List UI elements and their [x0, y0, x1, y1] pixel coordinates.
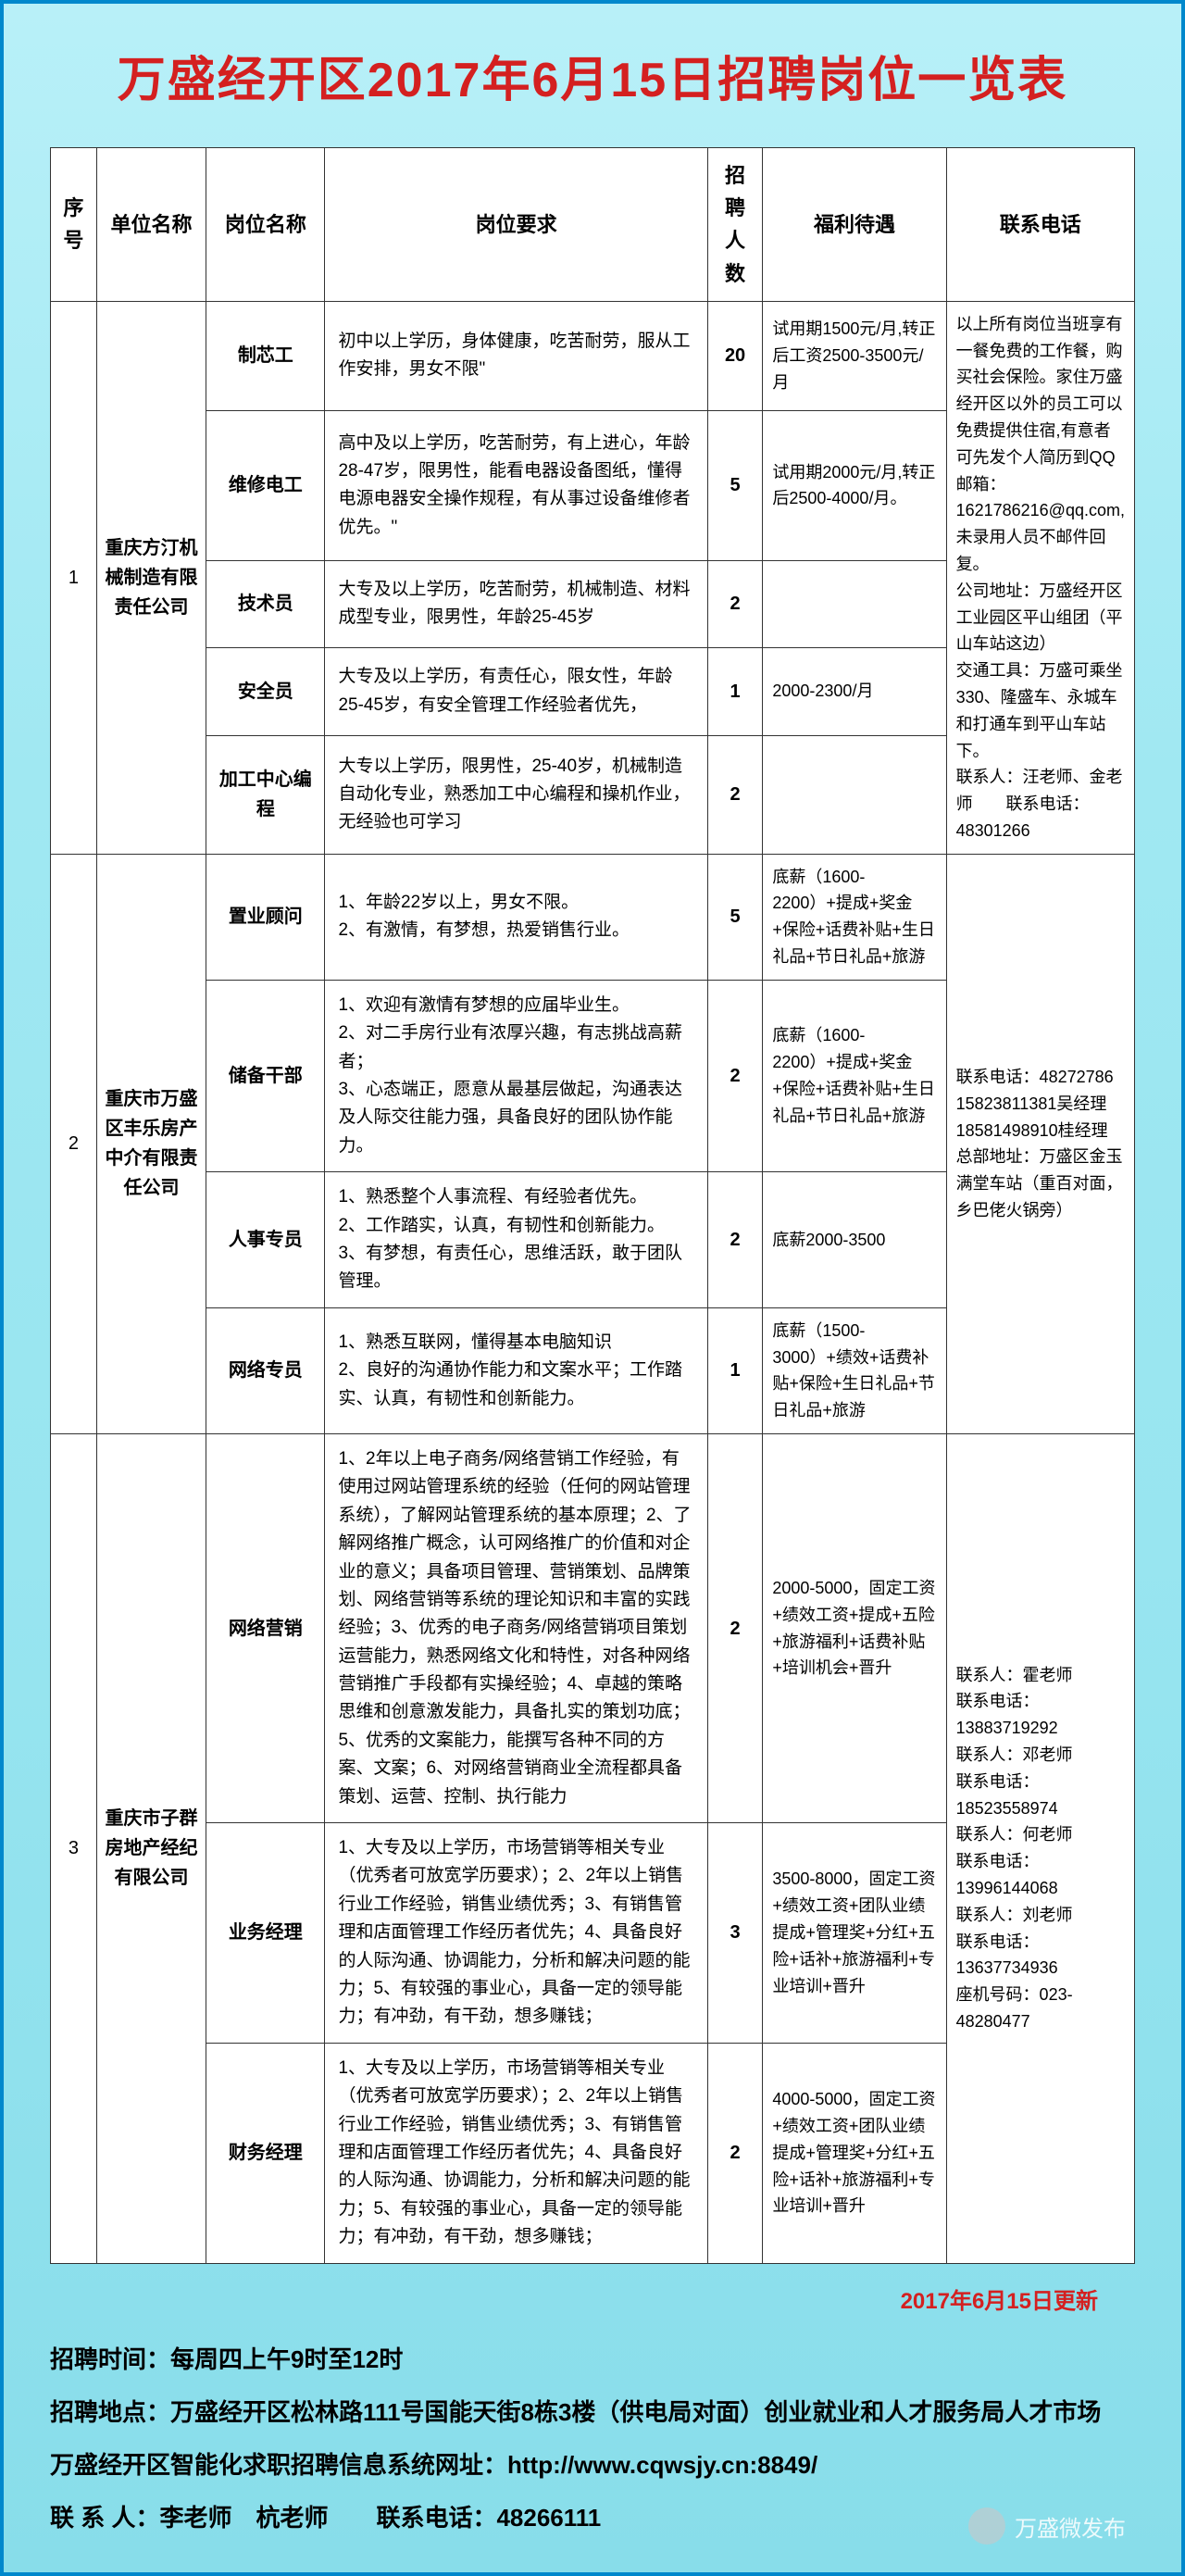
cell-seq: 1: [51, 301, 97, 854]
footer-time: 招聘时间：每周四上午9时至12时: [50, 2333, 1135, 2386]
th-seq: 序号: [51, 148, 97, 302]
cell-count: 5: [707, 411, 763, 561]
cell-count: 2: [707, 560, 763, 648]
cell-requirement: 1、年龄22岁以上，男女不限。 2、有激情，有梦想，热爱销售行业。: [325, 854, 707, 980]
update-note: 2017年6月15日更新: [50, 2282, 1098, 2315]
cell-position: 加工中心编程: [206, 735, 325, 854]
cell-count: 2: [707, 735, 763, 854]
cell-benefit: 试用期1500元/月,转正后工资2500-3500元/月: [763, 301, 946, 410]
cell-position: 技术员: [206, 560, 325, 648]
th-count: 招聘人数: [707, 148, 763, 302]
cell-benefit: 底薪（1600-2200）+提成+奖金+保险+话费补贴+生日礼品+节日礼品+旅游: [763, 980, 946, 1171]
cell-requirement: 1、大专及以上学历，市场营销等相关专业（优秀者可放宽学历要求）；2、2年以上销售…: [325, 2043, 707, 2263]
cell-position: 人事专员: [206, 1172, 325, 1308]
cell-position: 网络专员: [206, 1307, 325, 1433]
cell-benefit: 3500-8000，固定工资+绩效工资+团队业绩提成+管理奖+分红+五险+话补+…: [763, 1823, 946, 2044]
cell-benefit: 底薪2000-3500: [763, 1172, 946, 1308]
th-position: 岗位名称: [206, 148, 325, 302]
th-requirement: 岗位要求: [325, 148, 707, 302]
cell-benefit: 4000-5000，固定工资+绩效工资+团队业绩提成+管理奖+分红+五险+话补+…: [763, 2043, 946, 2263]
cell-contact: 以上所有岗位当班享有一餐免费的工作餐，购买社会保险。家住万盛经开区以外的员工可以…: [946, 301, 1134, 854]
cell-requirement: 大专及以上学历，有责任心，限女性，年龄25-45岁，有安全管理工作经验者优先，: [325, 648, 707, 736]
cell-position: 业务经理: [206, 1823, 325, 2044]
cell-requirement: 1、2年以上电子商务/网络营销工作经验，有使用过网站管理系统的经验（任何的网站管…: [325, 1433, 707, 1822]
cell-requirement: 大专以上学历，限男性，25-40岁，机械制造自动化专业，熟悉加工中心编程和操机作…: [325, 735, 707, 854]
cell-requirement: 1、大专及以上学历，市场营销等相关专业（优秀者可放宽学历要求）；2、2年以上销售…: [325, 1823, 707, 2044]
cell-position: 维修电工: [206, 411, 325, 561]
footer-url: 万盛经开区智能化求职招聘信息系统网址：http://www.cqwsjy.cn:…: [50, 2439, 1135, 2492]
cell-benefit: 2000-5000，固定工资+绩效工资+提成+五险+旅游福利+话费补贴+培训机会…: [763, 1433, 946, 1822]
table-row: 1重庆方汀机械制造有限责任公司制芯工初中以上学历，身体健康，吃苦耐劳，服从工作安…: [51, 301, 1135, 410]
cell-requirement: 大专及以上学历，吃苦耐劳，机械制造、材料成型专业，限男性，年龄25-45岁: [325, 560, 707, 648]
cell-company: 重庆市万盛区丰乐房产中介有限责任公司: [96, 854, 206, 1433]
watermark-text: 万盛微发布: [1015, 2510, 1126, 2543]
table-header-row: 序号 单位名称 岗位名称 岗位要求 招聘人数 福利待遇 联系电话: [51, 148, 1135, 302]
cell-count: 2: [707, 2043, 763, 2263]
cell-contact: 联系电话：48272786 15823811381吴经理 18581498910…: [946, 854, 1134, 1433]
poster-container: 万盛经开区2017年6月15日招聘岗位一览表 序号 单位名称 岗位名称 岗位要求…: [0, 0, 1185, 2576]
cell-position: 储备干部: [206, 980, 325, 1171]
cell-count: 20: [707, 301, 763, 410]
cell-benefit: 底薪（1600-2200）+提成+奖金+保险+话费补贴+生日礼品+节日礼品+旅游: [763, 854, 946, 980]
cell-count: 2: [707, 980, 763, 1171]
cell-benefit: [763, 735, 946, 854]
watermark: 万盛微发布: [968, 2507, 1126, 2545]
cell-benefit: [763, 560, 946, 648]
cell-position: 财务经理: [206, 2043, 325, 2263]
cell-count: 2: [707, 1433, 763, 1822]
cell-count: 1: [707, 1307, 763, 1433]
cell-company: 重庆市子群房地产经纪有限公司: [96, 1433, 206, 2263]
cell-company: 重庆方汀机械制造有限责任公司: [96, 301, 206, 854]
cell-position: 置业顾问: [206, 854, 325, 980]
page-title: 万盛经开区2017年6月15日招聘岗位一览表: [50, 41, 1135, 110]
th-benefit: 福利待遇: [763, 148, 946, 302]
cell-count: 2: [707, 1172, 763, 1308]
cell-requirement: 初中以上学历，身体健康，吃苦耐劳，服从工作安排，男女不限": [325, 301, 707, 410]
footer-place: 招聘地点：万盛经开区松林路111号国能天街8栋3楼（供电局对面）创业就业和人才服…: [50, 2386, 1135, 2439]
cell-benefit: 2000-2300/月: [763, 648, 946, 736]
cell-position: 安全员: [206, 648, 325, 736]
cell-requirement: 高中及以上学历，吃苦耐劳，有上进心，年龄28-47岁，限男性，能看电器设备图纸，…: [325, 411, 707, 561]
th-company: 单位名称: [96, 148, 206, 302]
wechat-icon: [968, 2507, 1005, 2545]
cell-seq: 2: [51, 854, 97, 1433]
cell-count: 5: [707, 854, 763, 980]
th-contact: 联系电话: [946, 148, 1134, 302]
table-row: 2重庆市万盛区丰乐房产中介有限责任公司置业顾问1、年龄22岁以上，男女不限。 2…: [51, 854, 1135, 980]
cell-count: 3: [707, 1823, 763, 2044]
cell-count: 1: [707, 648, 763, 736]
cell-contact: 联系人：霍老师 联系电话：13883719292 联系人：邓老师 联系电话：18…: [946, 1433, 1134, 2263]
cell-benefit: 底薪（1500-3000）+绩效+话费补贴+保险+生日礼品+节日礼品+旅游: [763, 1307, 946, 1433]
cell-benefit: 试用期2000元/月,转正后2500-4000/月。: [763, 411, 946, 561]
table-row: 3重庆市子群房地产经纪有限公司网络营销1、2年以上电子商务/网络营销工作经验，有…: [51, 1433, 1135, 1822]
cell-position: 制芯工: [206, 301, 325, 410]
jobs-table: 序号 单位名称 岗位名称 岗位要求 招聘人数 福利待遇 联系电话 1重庆方汀机械…: [50, 147, 1135, 2264]
cell-position: 网络营销: [206, 1433, 325, 1822]
cell-requirement: 1、熟悉互联网，懂得基本电脑知识 2、良好的沟通协作能力和文案水平；工作踏实、认…: [325, 1307, 707, 1433]
cell-requirement: 1、欢迎有激情有梦想的应届毕业生。 2、对二手房行业有浓厚兴趣，有志挑战高薪者；…: [325, 980, 707, 1171]
cell-requirement: 1、熟悉整个人事流程、有经验者优先。 2、工作踏实，认真，有韧性和创新能力。 3…: [325, 1172, 707, 1308]
cell-seq: 3: [51, 1433, 97, 2263]
